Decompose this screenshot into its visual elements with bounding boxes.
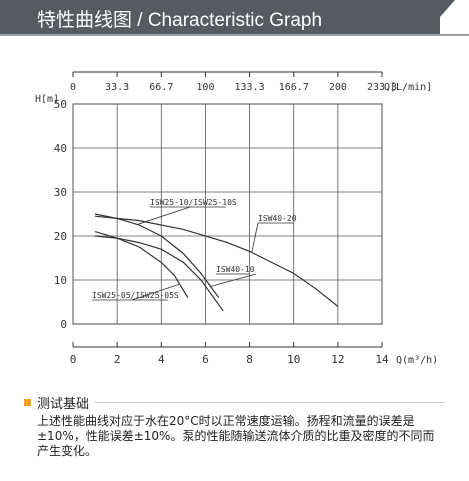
test-basis-section: 测试基础 上述性能曲线对应于水在20°C时以正常速度运输。扬程和流量的误差是±1…: [24, 393, 444, 459]
y-axis-label: H[m]: [35, 94, 59, 105]
series-label: ISW40-10: [216, 265, 255, 274]
x-axis-label: Q(m³/h): [396, 355, 438, 366]
test-basis-text: 上述性能曲线对应于水在20°C时以正常速度运输。扬程和流量的误差是±10%，性能…: [37, 414, 435, 458]
series-leader-line: [209, 273, 257, 287]
series-leader-line: [136, 206, 191, 225]
test-basis-header: 测试基础: [24, 393, 444, 412]
header-rule: [0, 34, 469, 36]
header-bar: [0, 0, 440, 34]
top-tick-label: 200: [329, 82, 347, 93]
top-axis-label: Q[L/min]: [384, 82, 432, 93]
top-tick-label: 33.3: [105, 82, 129, 93]
top-tick-label: 166.7: [279, 82, 309, 93]
top-tick-label: 133.3: [234, 82, 264, 93]
header: 特性曲线图 / Characteristic Graph: [0, 0, 469, 36]
y-tick-label: 0: [60, 318, 67, 331]
top-tick-label: 0: [70, 82, 76, 93]
top-tick-label: 66.7: [149, 82, 173, 93]
curve-isw40-20: [95, 215, 339, 307]
y-tick-label: 20: [54, 230, 67, 243]
curve-isw25-10-isw25-10s: [94, 213, 220, 298]
page-title: 特性曲线图 / Characteristic Graph: [37, 10, 323, 31]
x-tick-label: 8: [246, 353, 253, 366]
y-tick-label: 10: [54, 274, 67, 287]
x-tick-label: 2: [114, 353, 121, 366]
test-basis-title: 测试基础: [37, 396, 90, 412]
series-label: ISW25-10/ISW25-10S: [150, 198, 237, 207]
bullet-icon: [24, 398, 31, 406]
x-tick-label: 4: [158, 353, 165, 366]
series-label: ISW25-05/ISW25-05S: [92, 291, 179, 300]
series-leader-line: [251, 222, 259, 253]
curve-isw25-05-isw25-05s: [94, 231, 189, 298]
y-tick-label: 40: [54, 142, 67, 155]
x-tick-label: 0: [70, 353, 77, 366]
y-tick-label: 50: [54, 98, 67, 111]
series-label: ISW40-20: [258, 214, 297, 223]
top-tick-label: 100: [196, 82, 214, 93]
x-tick-label: 14: [375, 353, 389, 366]
curve-isw40-10: [95, 235, 224, 312]
x-tick-label: 10: [287, 353, 300, 366]
x-tick-label: 6: [202, 353, 209, 366]
divider: [95, 401, 444, 403]
series-leader-line: [131, 284, 180, 301]
top-tick-label: 233.3: [367, 82, 397, 93]
x-tick-label: 12: [331, 353, 344, 366]
header-notch: [425, 0, 455, 34]
y-tick-label: 30: [54, 186, 67, 199]
